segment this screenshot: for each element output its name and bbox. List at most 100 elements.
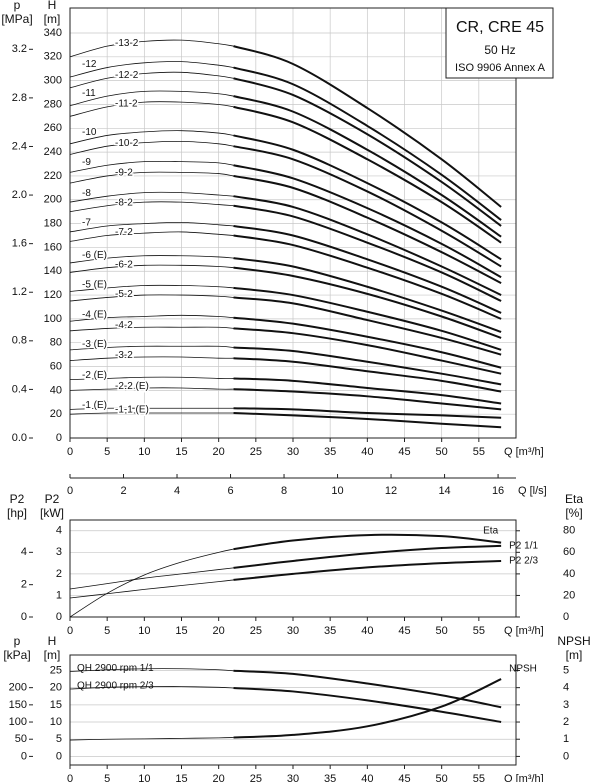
- y2-tick-label: 1: [563, 733, 569, 745]
- x-tick-label: 10: [138, 625, 150, 637]
- x2-tick-label: 4: [174, 485, 180, 497]
- y3-tick-label: 2: [21, 579, 27, 591]
- x-tick-label: 5: [104, 446, 110, 458]
- x-tick-label: 15: [175, 446, 187, 458]
- curve-label: -9-2: [115, 168, 133, 179]
- curve-thin: [69, 686, 234, 690]
- curve-thin: [69, 264, 234, 273]
- x2-tick-label: 6: [227, 485, 233, 497]
- y2-tick-label: 40: [563, 568, 575, 580]
- curve-bold: [233, 286, 502, 351]
- curve-thin: [69, 191, 234, 203]
- x2-tick-label: 8: [281, 485, 287, 497]
- curve-label: -4-2: [115, 320, 133, 331]
- curve-thin: [69, 579, 234, 599]
- curve-thin: [69, 171, 234, 184]
- x-tick-label: 0: [67, 625, 73, 637]
- curve-label: -11-2: [115, 99, 138, 110]
- y2-tick-label: 2.0: [12, 189, 27, 201]
- curve-bold: [233, 174, 502, 285]
- y3-axis-title: p: [14, 634, 21, 648]
- x2-tick-label: 12: [385, 485, 397, 497]
- y3-tick-label: 150: [9, 699, 27, 711]
- curve-bold: [233, 145, 502, 268]
- curve-bold: [233, 224, 502, 314]
- y-tick-label: 160: [44, 241, 62, 253]
- curve-bold: [233, 134, 502, 261]
- y2-tick-label: 2.4: [12, 140, 27, 152]
- curve-label: -12: [82, 59, 97, 70]
- curve-label: -3-2: [115, 350, 133, 361]
- y-tick-label: 180: [44, 218, 62, 230]
- x-tick-label: 40: [361, 773, 373, 782]
- y-tick-label: 0: [56, 750, 62, 762]
- curve-thin: [69, 376, 234, 381]
- curve-label: -11: [82, 88, 96, 99]
- curve-bold: [233, 164, 502, 279]
- x-tick-label: 10: [138, 446, 150, 458]
- y2-axis-unit: [m]: [566, 648, 583, 662]
- y3-tick-label: 4: [21, 546, 27, 558]
- x-tick-label: 35: [324, 446, 336, 458]
- curve-thin: [69, 101, 234, 117]
- y3-tick-label: 0: [21, 611, 27, 623]
- y-tick-label: 15: [50, 699, 62, 711]
- curve-thin: [69, 407, 234, 410]
- curve-bold: [233, 544, 502, 569]
- curve-label: P2 2/3: [509, 556, 538, 567]
- y-tick-label: 0: [56, 432, 62, 444]
- y2-tick-label: 80: [563, 525, 575, 537]
- x-axis-label: Q [m³/h]: [504, 446, 544, 458]
- curve-bold: [233, 316, 502, 369]
- y-tick-label: 300: [44, 75, 62, 87]
- x-tick-label: 50: [436, 446, 448, 458]
- curve-label: -3 (E): [82, 339, 107, 350]
- x-tick-label: 25: [250, 446, 262, 458]
- y-tick-label: 240: [44, 146, 62, 158]
- y-tick-label: 220: [44, 170, 62, 182]
- curve-bold: [233, 266, 502, 339]
- y2-tick-label: 3.2: [12, 43, 27, 55]
- y-tick-label: 20: [50, 408, 62, 420]
- y2-tick-label: 1.6: [12, 238, 27, 250]
- curve-thin: [69, 326, 234, 332]
- x-tick-label: 25: [250, 625, 262, 637]
- curve-thin: [69, 345, 234, 351]
- curve-bold: [233, 95, 502, 238]
- curve-thin: [69, 201, 234, 213]
- curve-bold: [233, 346, 502, 386]
- curve-bold: [233, 388, 502, 411]
- curve-label: -5-2: [115, 289, 133, 300]
- y3-tick-label: 100: [9, 716, 27, 728]
- y-tick-label: 10: [50, 716, 62, 728]
- curve-label: -8: [82, 188, 91, 199]
- curve-label: -9: [82, 157, 91, 168]
- curve-thin: [69, 737, 234, 741]
- curve-label: -10-2: [115, 138, 139, 149]
- curve-label: P2 1/1: [509, 541, 538, 552]
- y-tick-label: 260: [44, 122, 62, 134]
- info-box: [445, 7, 554, 79]
- y2-axis-title: Eta: [565, 492, 583, 506]
- x-tick-label: 0: [67, 773, 73, 782]
- y-tick-label: 340: [44, 27, 62, 39]
- x-axis-label: Q [m³/h]: [504, 773, 544, 782]
- curve-thin: [69, 71, 234, 89]
- curve-label: -10: [82, 127, 97, 138]
- curve-bold: [233, 533, 502, 551]
- curve-bold: [233, 66, 502, 221]
- y-axis-unit: [m]: [44, 12, 61, 26]
- x-tick-label: 55: [473, 446, 485, 458]
- y3-axis-title: P2: [10, 492, 25, 506]
- y2-tick-label: 2: [563, 716, 569, 728]
- y3-axis-unit: [kPa]: [3, 648, 30, 662]
- x-tick-label: 30: [287, 625, 299, 637]
- y-tick-label: 0: [56, 611, 62, 623]
- y2-tick-label: 60: [563, 546, 575, 558]
- y2-axis-unit: [MPa]: [1, 12, 32, 26]
- curve-label: QH 2900 rpm 1/1: [77, 663, 154, 674]
- x-tick-label: 30: [287, 773, 299, 782]
- plot-frame: [69, 519, 517, 618]
- curve-label: -12-2: [115, 70, 139, 81]
